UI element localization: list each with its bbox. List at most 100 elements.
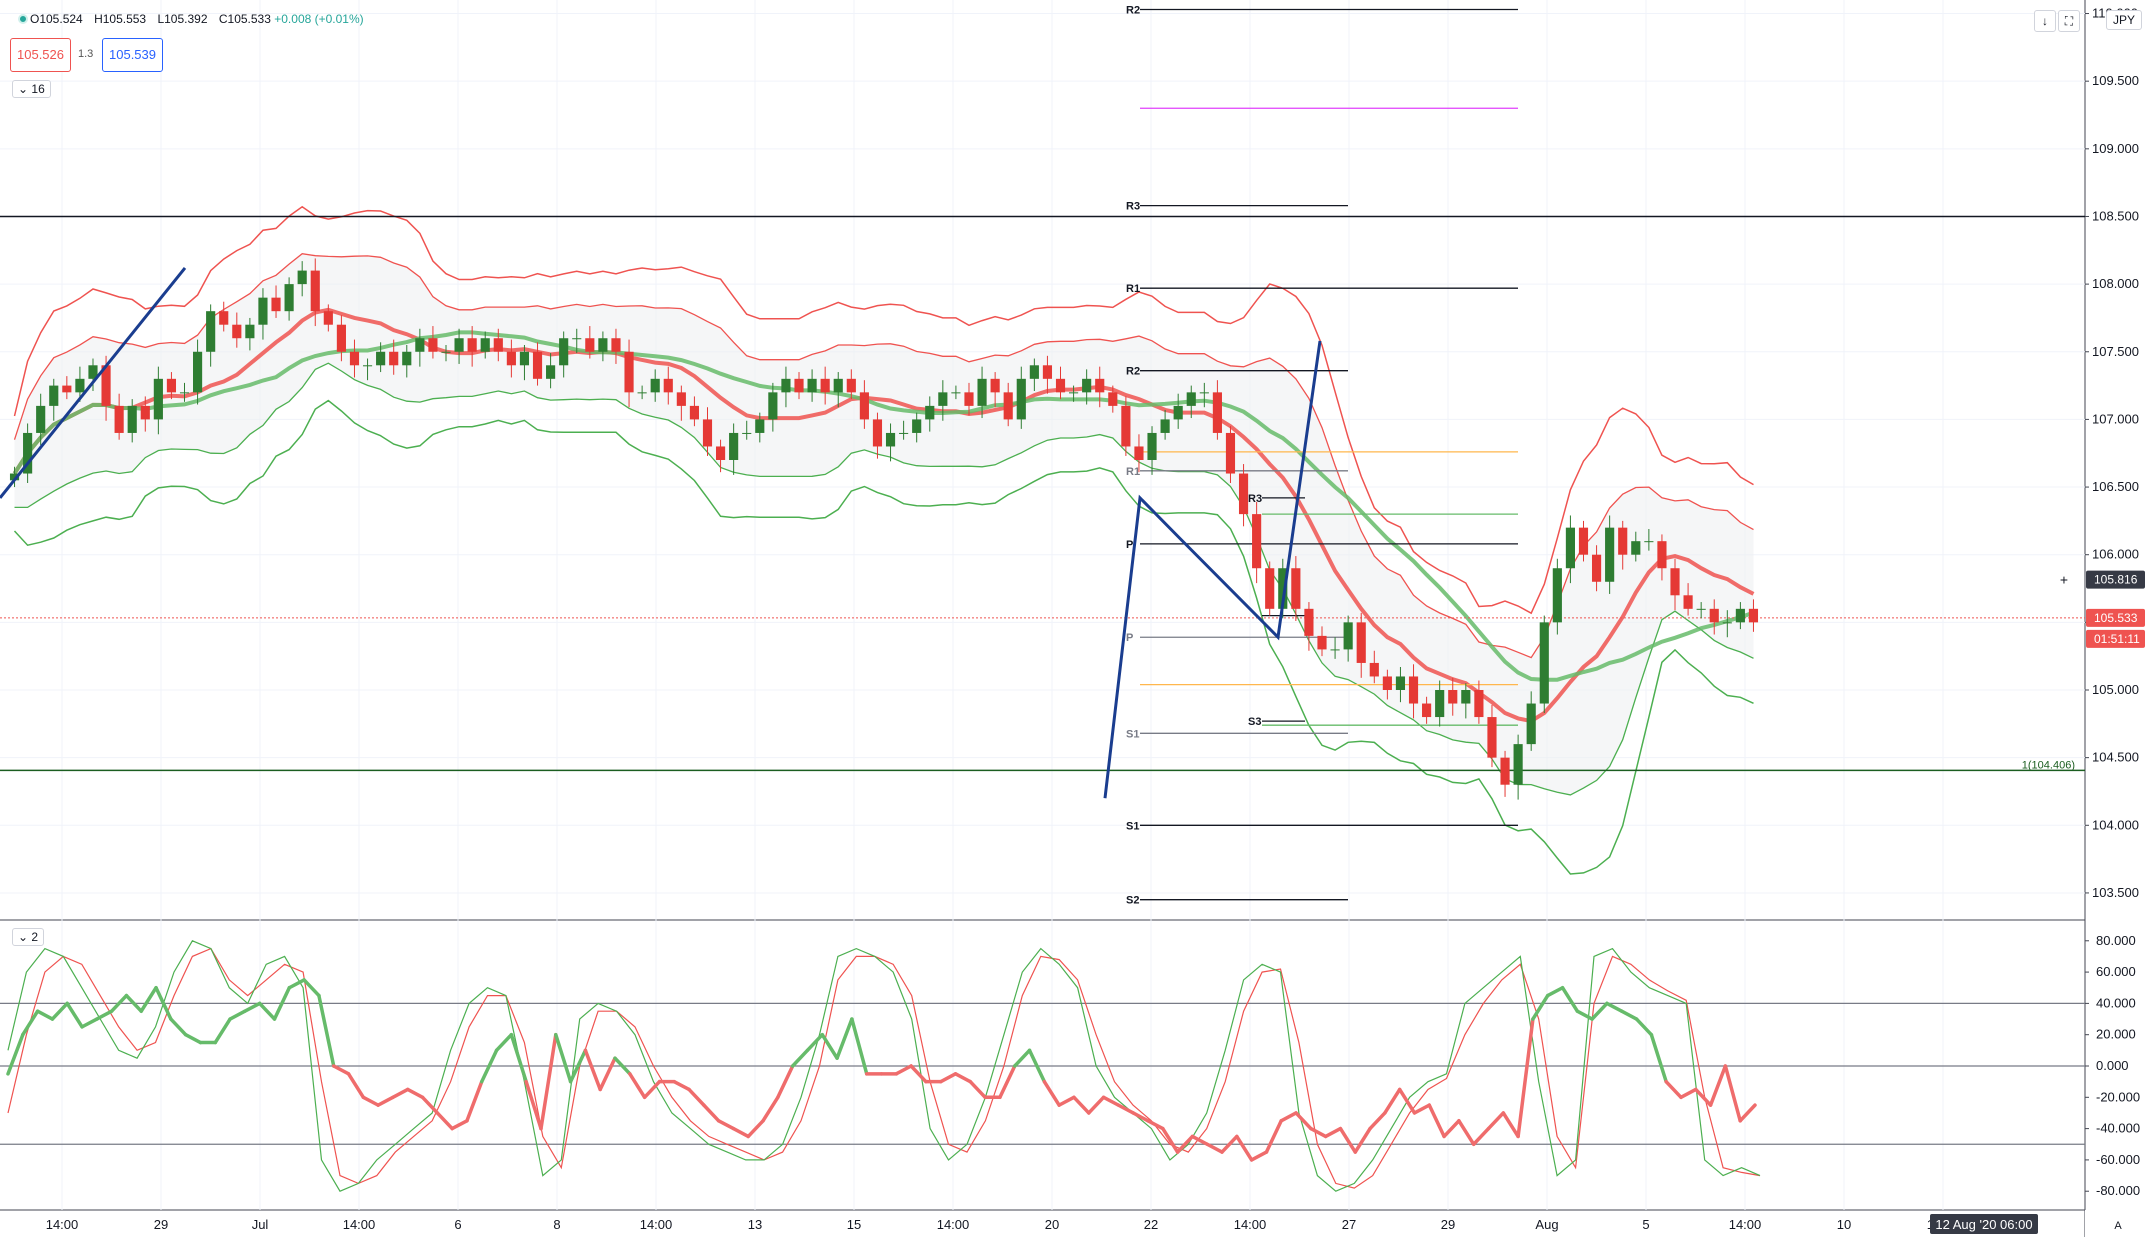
candle-body xyxy=(1735,608,1745,623)
indicators-collapse-button[interactable]: ⌄ 16 xyxy=(12,80,51,98)
candle-body xyxy=(493,338,503,352)
candle-body xyxy=(585,338,595,352)
osc-main-segment xyxy=(613,1056,632,1076)
osc-main-segment xyxy=(243,1001,262,1013)
time-tick-label: 14:00 xyxy=(46,1217,79,1232)
trendline xyxy=(0,266,187,499)
oscillator-collapse-button[interactable]: ⌄ 2 xyxy=(12,928,45,946)
candle xyxy=(689,396,699,427)
moving-average-slow xyxy=(12,330,1755,682)
buy-button[interactable]: 105.539 xyxy=(102,38,163,72)
candle-body xyxy=(467,338,477,352)
candle xyxy=(1539,615,1549,713)
candle xyxy=(1121,396,1131,456)
osc-main-segment xyxy=(6,1032,25,1076)
osc-main-segment xyxy=(509,1032,528,1084)
candle xyxy=(729,423,739,475)
candle-body xyxy=(480,338,490,352)
osc-main-segment xyxy=(80,1017,99,1029)
candle xyxy=(781,366,791,408)
time-tick-label: 29 xyxy=(1441,1217,1455,1232)
candle-body xyxy=(925,405,935,420)
price-tick-label: 104.500 xyxy=(2092,750,2139,765)
candle xyxy=(493,328,503,362)
price-tick-label: 107.500 xyxy=(2092,344,2139,359)
candle-body xyxy=(389,351,399,366)
sell-button[interactable]: 105.526 xyxy=(10,38,71,72)
osc-main-segment xyxy=(776,1064,795,1100)
candle xyxy=(794,372,804,400)
candle xyxy=(1735,602,1745,630)
candle xyxy=(1134,434,1144,473)
candle xyxy=(1461,683,1471,719)
candle xyxy=(820,366,830,405)
osc-main-segment xyxy=(835,1017,854,1060)
candle-body xyxy=(624,351,634,393)
osc-main-segment xyxy=(420,1095,440,1115)
candle xyxy=(899,420,909,440)
osc-main-segment xyxy=(50,1001,69,1021)
candle xyxy=(1591,545,1602,592)
candle-body xyxy=(1395,676,1406,690)
osc-main-segment xyxy=(1116,1103,1135,1115)
trendlines[interactable] xyxy=(0,266,1322,799)
osc-main-segment xyxy=(1087,1095,1106,1115)
scroll-down-button[interactable]: ↓ xyxy=(2034,10,2056,32)
osc-main-segment xyxy=(687,1087,706,1107)
candle-body xyxy=(1238,473,1249,515)
candle xyxy=(768,382,778,432)
horizontal-line-label: 1(104.406) xyxy=(2022,759,2075,771)
candle-body xyxy=(166,378,177,393)
pivot-label: R3 xyxy=(1126,201,1140,213)
candle xyxy=(807,369,817,402)
pivot-label: R3 xyxy=(1248,493,1262,505)
candles xyxy=(9,258,1759,800)
osc-main-segment xyxy=(1738,1103,1757,1123)
candle-body xyxy=(572,338,582,340)
candle-body xyxy=(1069,392,1079,394)
candle xyxy=(62,376,72,400)
osc-main-segment xyxy=(302,978,321,998)
candle-body xyxy=(807,378,817,393)
price-badge-bg xyxy=(2086,629,2145,648)
osc-main-segment xyxy=(65,1001,84,1029)
candle-body xyxy=(1252,514,1262,569)
price-tick-label: 103.500 xyxy=(2092,885,2139,900)
osc-main-segment xyxy=(1649,1032,1668,1084)
osc-main-segment xyxy=(938,1072,958,1084)
candle-body xyxy=(1199,392,1209,394)
candle-body xyxy=(1631,541,1641,555)
pivot-label: R2 xyxy=(1126,4,1140,16)
time-tick-label: 13 xyxy=(748,1217,762,1232)
candle-body xyxy=(1382,676,1392,690)
candle xyxy=(166,372,177,400)
time-tick-label: Jul xyxy=(252,1217,269,1232)
candle-body xyxy=(153,378,163,420)
osc-main-segment xyxy=(1442,1119,1461,1139)
candle-body xyxy=(663,378,673,393)
candle xyxy=(532,342,543,386)
time-tick-label: 15 xyxy=(847,1217,861,1232)
osc-main-segment xyxy=(287,978,306,990)
osc-main-segment xyxy=(1338,1126,1358,1154)
candle-body xyxy=(1095,378,1105,393)
osc-main-segment xyxy=(346,1072,366,1100)
candle-body xyxy=(127,405,137,433)
candle xyxy=(1395,667,1406,703)
candle-body xyxy=(1591,554,1602,582)
candle xyxy=(611,328,621,364)
candle xyxy=(912,412,922,443)
price-badge: 01:51:11 xyxy=(2086,629,2145,648)
candle-body xyxy=(1696,608,1706,610)
osc-main-segment xyxy=(1575,1009,1594,1021)
maximize-button[interactable]: ⛶ xyxy=(2058,10,2080,32)
osc-main-segment xyxy=(1679,1087,1698,1100)
candle xyxy=(1173,393,1183,429)
candle-body xyxy=(1003,392,1013,420)
candle xyxy=(271,285,281,318)
candle xyxy=(872,412,883,459)
osc-main-segment xyxy=(1027,1048,1047,1084)
candle-body xyxy=(964,392,974,406)
